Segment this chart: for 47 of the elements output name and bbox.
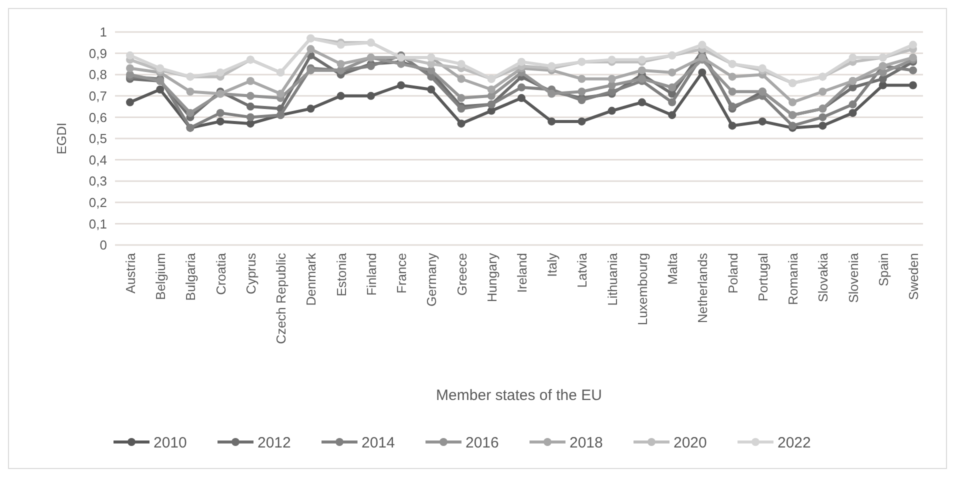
x-tick-label: Spain xyxy=(876,253,891,286)
x-tick-label: Germany xyxy=(424,252,440,306)
x-tick-label: Belgium xyxy=(153,253,168,300)
legend-label: 2016 xyxy=(466,434,499,452)
x-tick-label: Italy xyxy=(544,252,560,277)
x-tick-label: Latvia xyxy=(574,252,590,288)
x-tick-label: Denmark xyxy=(304,252,319,306)
x-tick-label: Romania xyxy=(786,252,801,306)
y-tick-label: 0,6 xyxy=(88,110,107,125)
y-tick-label: 0,2 xyxy=(88,194,107,210)
x-tick-label: Lithuania xyxy=(604,252,620,306)
y-tick-label: 0 xyxy=(100,238,107,253)
x-tick-label: Ireland xyxy=(514,253,530,293)
x-tick-label: Czech Republic xyxy=(274,252,289,344)
x-tick-label: Slovenia xyxy=(846,252,861,303)
x-tick-label: Poland xyxy=(725,253,740,294)
y-tick-label: 0,4 xyxy=(88,152,107,168)
legend-label: 2018 xyxy=(570,434,603,452)
x-tick-label: Estonia xyxy=(334,252,349,296)
x-tick-label: Portugal xyxy=(755,252,770,302)
x-tick-label: Bulgaria xyxy=(183,252,198,301)
x-tick-label: Hungary xyxy=(484,252,500,302)
x-tick-label: Slovakia xyxy=(816,252,831,302)
y-tick-label: 0,8 xyxy=(88,67,107,82)
x-tick-label: France xyxy=(394,253,410,294)
y-tick-label: 0,7 xyxy=(88,88,107,104)
y-tick-label: 0,1 xyxy=(88,216,107,232)
x-tick-label: Malta xyxy=(665,252,680,285)
y-tick-label: 0,9 xyxy=(88,46,107,61)
y-tick-label: 1 xyxy=(100,24,107,40)
legend-label: 2022 xyxy=(778,434,811,452)
y-tick-label: 0,3 xyxy=(88,174,107,189)
x-tick-label: Austria xyxy=(123,252,138,294)
legend-label: 2010 xyxy=(154,434,187,452)
legend-label: 2012 xyxy=(258,434,291,452)
x-axis-title: Member states of the EU xyxy=(436,387,602,404)
x-tick-label: Greece xyxy=(454,253,470,296)
legend-label: 2020 xyxy=(674,434,707,452)
x-tick-label: Netherlands xyxy=(695,252,710,324)
legend-label: 2014 xyxy=(362,434,395,452)
y-tick-label: 0,5 xyxy=(88,131,107,146)
x-tick-label: Finland xyxy=(364,253,379,296)
x-tick-label: Luxembourg xyxy=(634,253,650,326)
y-axis-title: EGDI xyxy=(54,122,69,154)
x-tick-label: Croatia xyxy=(213,252,228,295)
x-tick-label: Sweden xyxy=(906,253,921,300)
x-tick-label: Cyprus xyxy=(243,252,258,294)
